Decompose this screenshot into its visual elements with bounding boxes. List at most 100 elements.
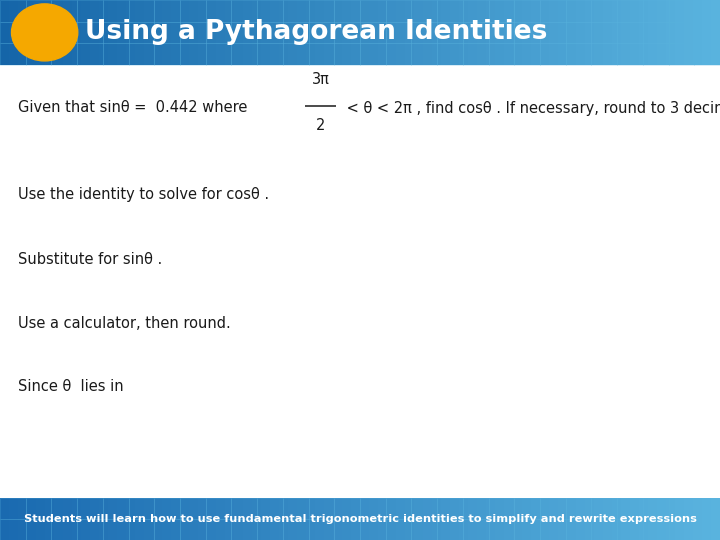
Bar: [489, 519, 514, 540]
Bar: [257, 0, 283, 22]
Bar: [81, 498, 91, 540]
Bar: [309, 22, 334, 43]
Bar: [231, 0, 257, 22]
Bar: [489, 22, 514, 43]
Bar: [531, 0, 541, 65]
Bar: [0, 519, 26, 540]
Bar: [405, 498, 415, 540]
Bar: [198, 0, 209, 65]
Bar: [648, 498, 658, 540]
Bar: [334, 498, 360, 519]
Bar: [0, 22, 26, 43]
Bar: [18, 498, 29, 540]
Bar: [459, 0, 469, 65]
Bar: [522, 0, 532, 65]
Bar: [129, 498, 154, 519]
Bar: [378, 0, 389, 65]
Bar: [306, 0, 317, 65]
Bar: [225, 498, 235, 540]
Bar: [387, 0, 397, 65]
Text: Use a calculator, then round.: Use a calculator, then round.: [18, 316, 230, 332]
Bar: [180, 498, 190, 540]
Bar: [309, 0, 334, 22]
Bar: [180, 519, 206, 540]
Bar: [231, 498, 257, 519]
Bar: [257, 43, 283, 65]
Bar: [378, 498, 389, 540]
Bar: [694, 43, 720, 65]
Bar: [90, 0, 101, 65]
Bar: [162, 498, 173, 540]
Bar: [231, 22, 257, 43]
Bar: [514, 22, 540, 43]
Bar: [386, 519, 411, 540]
Bar: [27, 0, 37, 65]
Bar: [129, 0, 154, 22]
Bar: [540, 0, 566, 22]
Bar: [51, 0, 77, 22]
Bar: [441, 498, 451, 540]
Bar: [333, 0, 343, 65]
Bar: [231, 43, 257, 65]
Bar: [108, 0, 119, 65]
Bar: [99, 498, 109, 540]
Bar: [279, 498, 289, 540]
Text: 2: 2: [315, 118, 325, 133]
Bar: [621, 0, 631, 65]
Bar: [566, 22, 591, 43]
Bar: [693, 0, 703, 65]
Bar: [694, 519, 720, 540]
Bar: [540, 498, 566, 519]
Bar: [414, 498, 424, 540]
Bar: [315, 498, 325, 540]
Bar: [585, 498, 595, 540]
Bar: [315, 0, 325, 65]
Bar: [36, 0, 46, 65]
Bar: [180, 22, 206, 43]
Bar: [225, 0, 235, 65]
Bar: [309, 519, 334, 540]
Bar: [694, 22, 720, 43]
Bar: [99, 0, 109, 65]
Bar: [495, 0, 505, 65]
Bar: [566, 519, 591, 540]
Bar: [103, 498, 129, 519]
Bar: [171, 0, 181, 65]
Bar: [360, 498, 386, 519]
Bar: [180, 0, 190, 65]
Bar: [207, 0, 217, 65]
Bar: [117, 0, 127, 65]
Bar: [234, 0, 245, 65]
Bar: [189, 498, 199, 540]
Bar: [360, 498, 370, 540]
Bar: [669, 22, 694, 43]
Bar: [463, 519, 489, 540]
Bar: [603, 0, 613, 65]
Bar: [270, 498, 281, 540]
Bar: [468, 0, 478, 65]
Bar: [566, 0, 591, 22]
Bar: [386, 43, 411, 65]
Bar: [396, 0, 407, 65]
Bar: [540, 519, 566, 540]
Bar: [463, 22, 489, 43]
Bar: [283, 22, 309, 43]
Bar: [414, 0, 424, 65]
Bar: [657, 0, 667, 65]
Bar: [437, 0, 463, 22]
Bar: [684, 498, 694, 540]
Bar: [279, 0, 289, 65]
Bar: [666, 0, 677, 65]
Bar: [216, 0, 226, 65]
Bar: [0, 0, 11, 65]
Bar: [513, 498, 523, 540]
Bar: [129, 43, 154, 65]
Bar: [261, 0, 271, 65]
Bar: [477, 498, 487, 540]
Bar: [432, 498, 442, 540]
Bar: [639, 0, 649, 65]
Bar: [360, 0, 386, 22]
Bar: [77, 22, 103, 43]
Bar: [324, 0, 334, 65]
Bar: [189, 0, 199, 65]
